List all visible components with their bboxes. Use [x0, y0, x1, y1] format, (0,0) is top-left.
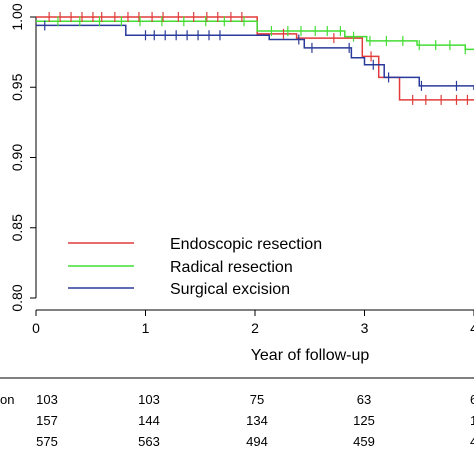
- x-axis-ticks: 0 1 2 3 4: [32, 310, 474, 336]
- risk-cell: 144: [138, 413, 160, 428]
- risk-cell: 75: [250, 392, 264, 407]
- risk-cell: 63: [357, 392, 371, 407]
- series-line-surgical: [36, 24, 474, 91]
- risk-cell: 4: [470, 434, 474, 449]
- y-axis-ticks: 0.80 0.85 0.90 0.95 1.00: [9, 3, 36, 312]
- series-line-endoscopic: [36, 16, 474, 101]
- risk-cell: 103: [138, 392, 160, 407]
- risk-cell: 103: [36, 392, 58, 407]
- plot-area: 0.80 0.85 0.90 0.95 1.00 0 1 2 3 4: [9, 3, 474, 336]
- legend-label-surgical: Surgical excision: [170, 281, 290, 298]
- risk-cell: 575: [36, 434, 58, 449]
- legend: Endoscopic resection Radical resection S…: [68, 236, 322, 298]
- legend-label-radical: Radical resection: [170, 259, 293, 276]
- risk-cell: 459: [353, 434, 375, 449]
- risk-cell: 6: [470, 392, 474, 407]
- risk-cell: 134: [246, 413, 268, 428]
- y-tick-label: 0.80: [9, 284, 25, 311]
- y-tick-label: 0.85: [9, 214, 25, 241]
- risk-table: on 103 103 75 63 6 157 144 134 125 1 575 563 494 459 4: [0, 392, 474, 449]
- risk-cell: 563: [138, 434, 160, 449]
- risk-cell: 157: [36, 413, 58, 428]
- series-layer: [36, 16, 474, 101]
- x-tick-label: 4: [470, 320, 474, 336]
- y-tick-label: 0.90: [9, 144, 25, 171]
- x-tick-label: 2: [251, 320, 259, 336]
- x-tick-label: 3: [361, 320, 369, 336]
- risk-row-label: on: [0, 392, 14, 407]
- x-tick-label: 1: [142, 320, 150, 336]
- x-axis-title: Year of follow-up: [251, 347, 370, 364]
- risk-cell: 494: [246, 434, 268, 449]
- y-tick-label: 0.95: [9, 73, 25, 100]
- risk-cell: 1: [470, 413, 474, 428]
- censor-marks-layer: [44, 12, 469, 105]
- legend-label-endoscopic: Endoscopic resection: [170, 236, 322, 253]
- risk-cell: 125: [353, 413, 375, 428]
- y-tick-label: 1.00: [9, 3, 25, 30]
- x-tick-label: 0: [32, 320, 40, 336]
